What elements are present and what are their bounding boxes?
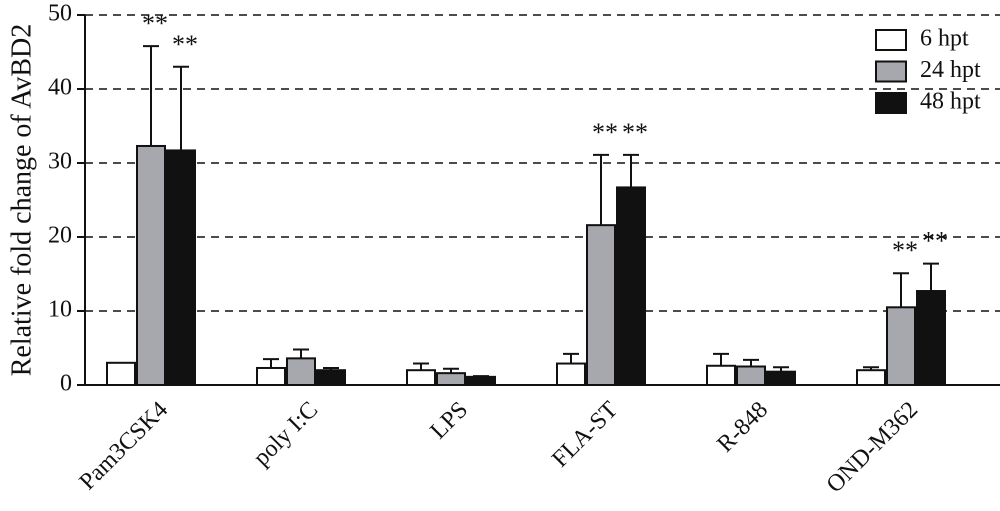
significance-label: ** — [172, 30, 198, 59]
error-bar — [143, 45, 159, 146]
bar — [616, 186, 646, 386]
error-bar — [713, 352, 729, 366]
bar — [856, 369, 886, 387]
significance-label: ** — [892, 236, 918, 265]
legend-label: 6 hpt — [920, 26, 969, 52]
error-bar — [773, 366, 789, 372]
error-bar — [743, 358, 759, 367]
error-bar — [443, 367, 459, 374]
y-tick-label: 40 — [48, 75, 72, 101]
bar — [736, 365, 766, 386]
error-bar — [623, 153, 639, 188]
bar — [466, 375, 496, 386]
error-bar — [473, 375, 489, 378]
x-tick-label: R-848 — [712, 397, 773, 458]
bar — [586, 224, 616, 386]
bar — [316, 369, 346, 387]
x-tick-label: poly I:C — [249, 397, 324, 472]
y-tick-label: 30 — [48, 149, 72, 175]
error-bar — [893, 272, 909, 308]
y-axis-label: Relative fold change of AvBD2 — [6, 24, 37, 377]
error-bar — [563, 352, 579, 364]
significance-label: ** — [922, 227, 948, 256]
legend-swatch — [875, 29, 907, 51]
error-bar — [293, 348, 309, 359]
legend-label: 24 hpt — [920, 57, 981, 83]
bar — [916, 290, 946, 386]
legend-label: 48 hpt — [920, 89, 981, 115]
x-tick-label: LPS — [426, 397, 474, 445]
y-tick-label: 0 — [60, 371, 72, 397]
significance-label: ** — [622, 118, 648, 147]
error-bar — [263, 358, 279, 368]
error-bar — [593, 153, 609, 226]
bar — [436, 372, 466, 387]
bar — [556, 362, 586, 387]
x-tick-label: FLA-ST — [547, 397, 623, 473]
significance-label: ** — [142, 9, 168, 38]
legend-swatch — [875, 92, 907, 114]
bar — [766, 370, 796, 386]
bar — [886, 306, 916, 386]
significance-label: ** — [592, 118, 618, 147]
x-tick-label: OND-M362 — [822, 397, 923, 498]
legend-swatch — [875, 60, 907, 83]
y-tick-label: 10 — [48, 297, 72, 323]
bar — [406, 369, 436, 387]
bar — [136, 144, 166, 386]
error-bar — [923, 262, 939, 292]
y-tick-label: 50 — [48, 1, 72, 27]
error-bar — [173, 65, 189, 151]
y-tick-label: 20 — [48, 223, 72, 249]
bar — [256, 366, 286, 387]
bar — [286, 357, 316, 386]
error-bar — [863, 366, 879, 371]
x-tick-label: Pam3CSK4 — [75, 397, 174, 496]
bar — [166, 149, 196, 386]
error-bar — [323, 366, 339, 371]
error-bar — [413, 362, 429, 371]
bar — [106, 361, 136, 386]
bar — [706, 364, 736, 387]
